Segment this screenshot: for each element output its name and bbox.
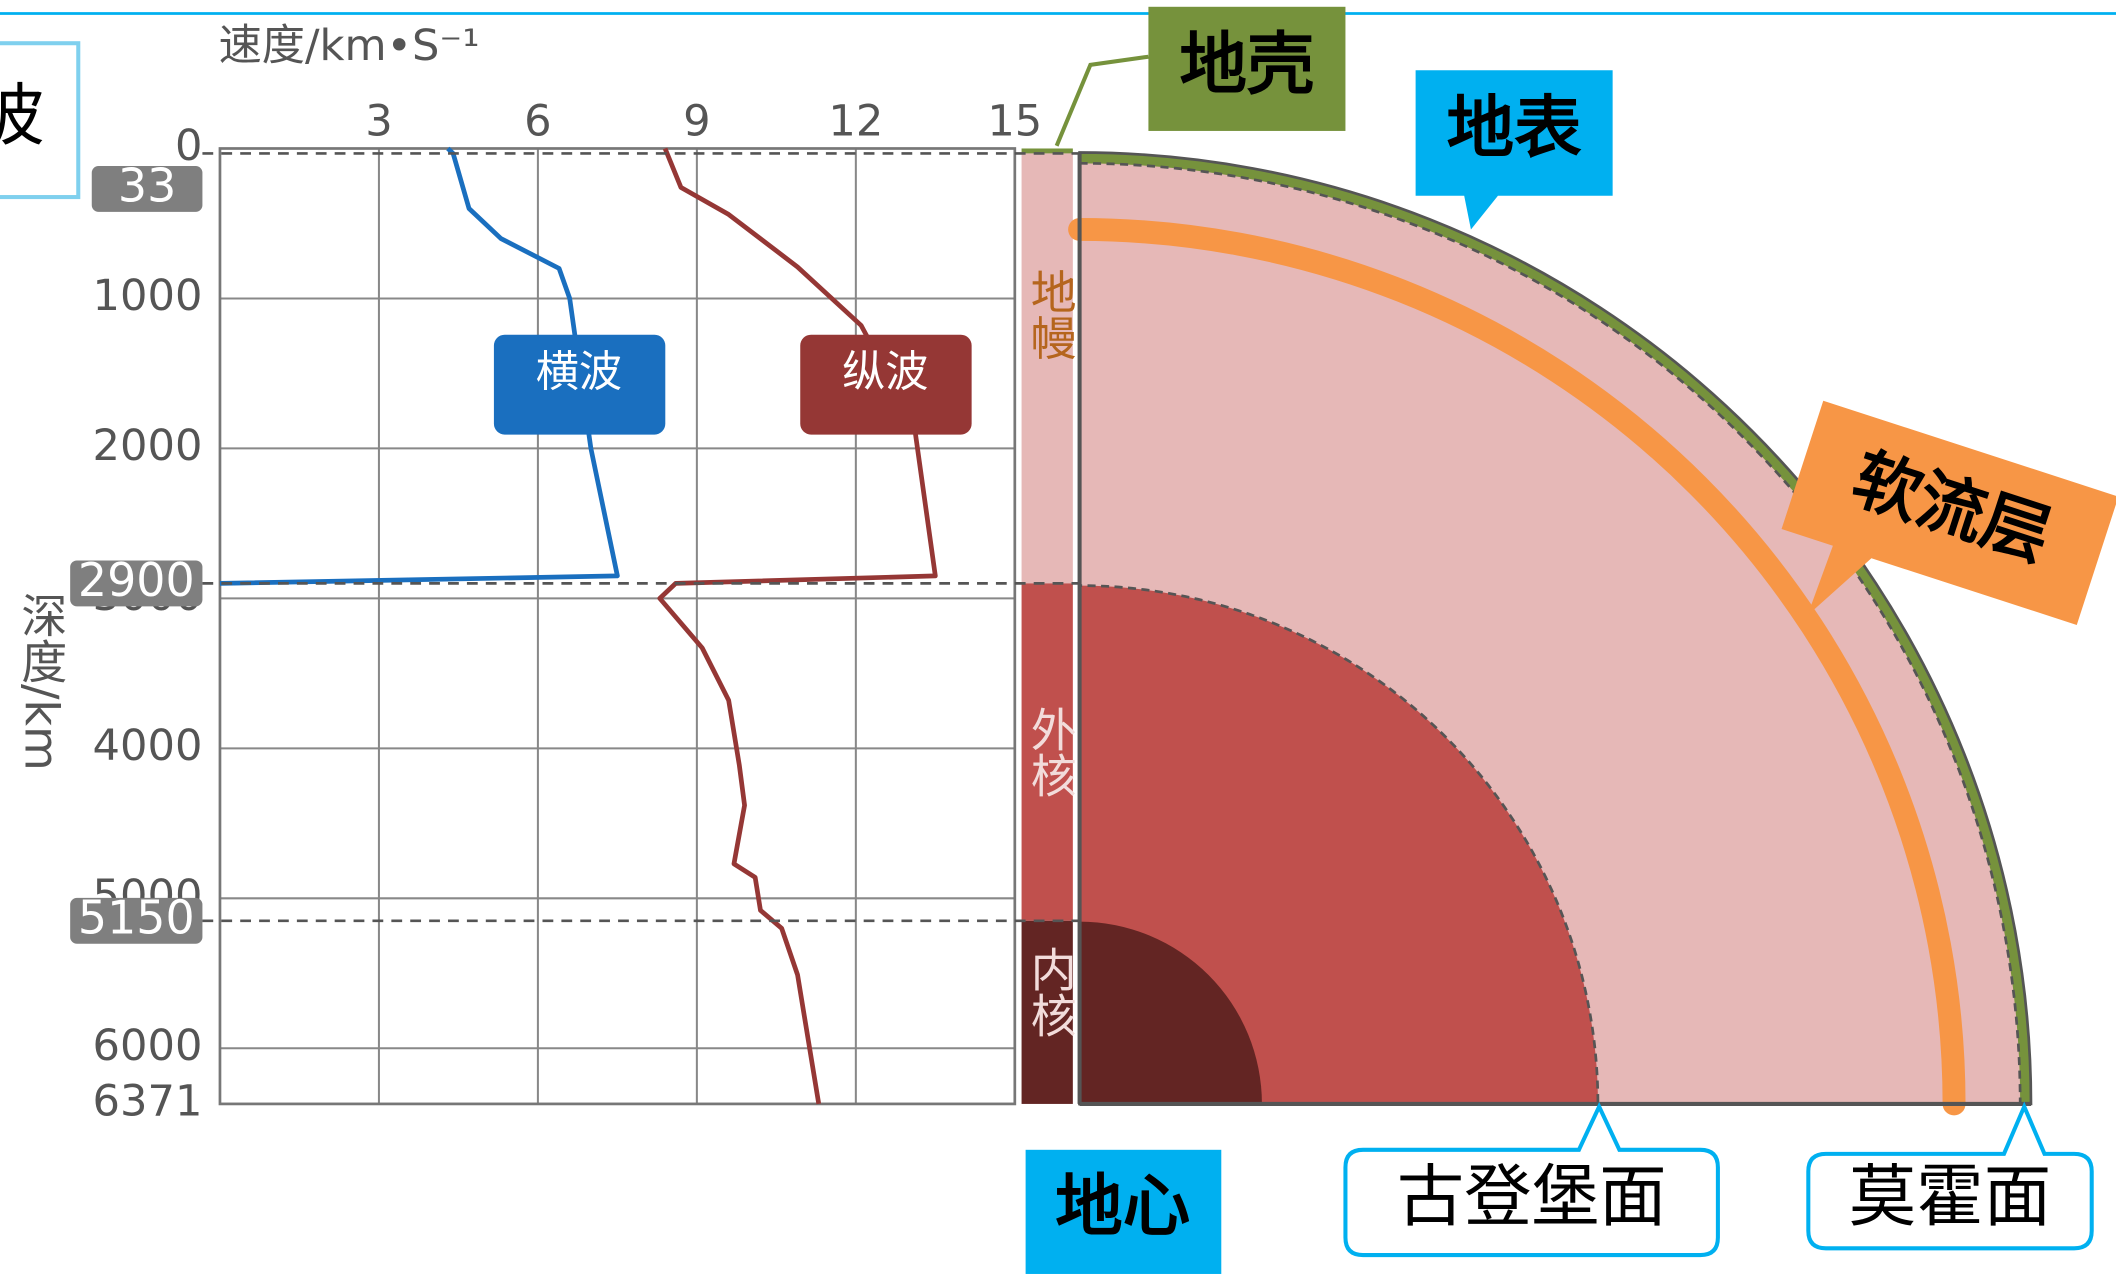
wave-line <box>657 147 938 1105</box>
layer-band <box>1021 153 1073 584</box>
callouts: 地壳 地表 软流层 地心 古登堡面 莫霍面 <box>1025 6 2116 1274</box>
earth-diagram <box>1068 151 2033 1116</box>
legend-label: 纵波 <box>842 348 928 398</box>
x-tick-label: 15 <box>987 97 1042 147</box>
y-tick-label: 4000 <box>93 721 203 771</box>
y-tick-label: 1000 <box>93 271 203 321</box>
moho-arc <box>1079 161 2022 1104</box>
legend-box <box>493 334 666 435</box>
layer-band <box>1021 148 1073 154</box>
center-label: 地心 <box>1055 1166 1190 1245</box>
surface-box <box>1415 70 1613 230</box>
plot: 369121501000200030004000500060006371地幔外核… <box>70 97 1080 1126</box>
asthenosphere-box <box>1781 400 2116 625</box>
plot-frame <box>218 147 1017 1106</box>
surface-label: 地表 <box>1447 88 1582 167</box>
left-tab-text: 波 <box>0 76 45 155</box>
y-tick-label: 6000 <box>93 1021 203 1071</box>
x-axis-label: 速度/km•S⁻¹ <box>219 21 480 71</box>
boundary-badge <box>70 560 203 607</box>
crust-box <box>1148 6 1346 131</box>
legend-box <box>800 334 972 435</box>
layer-label: 外核 <box>1024 706 1078 798</box>
y-axis-label: 深度/km <box>14 592 68 770</box>
boundary-badge <box>70 897 203 944</box>
crust-leader <box>1054 54 1149 147</box>
y-tick-label: 2000 <box>93 421 203 471</box>
inner-core <box>1079 921 1262 1104</box>
boundary-badge <box>91 166 203 212</box>
center-box <box>1025 1149 1222 1274</box>
boundary-label: 33 <box>118 158 176 212</box>
x-tick-label: 12 <box>828 97 883 147</box>
layer-band <box>1021 583 1073 921</box>
asthenosphere-callout: 软流层 <box>1781 400 2116 625</box>
y-tick-label: 6371 <box>93 1076 203 1126</box>
moho-label: 莫霍面 <box>1849 1157 2051 1236</box>
gutenberg-label: 古登堡面 <box>1397 1157 1667 1236</box>
moho-box <box>1806 1101 2094 1251</box>
outer-core <box>1078 584 1600 1106</box>
layer-band <box>1021 920 1073 1104</box>
boundary-label: 5150 <box>78 890 195 944</box>
layer-label: 内核 <box>1024 946 1078 1038</box>
wave-line <box>219 146 620 586</box>
gutenberg-box <box>1343 1101 1720 1258</box>
left-tab <box>0 41 81 200</box>
x-tick-label: 6 <box>524 97 551 147</box>
x-tick-label: 9 <box>683 97 710 147</box>
boundary-label: 2900 <box>78 553 195 607</box>
crust-label: 地壳 <box>1179 25 1314 104</box>
asthenosphere <box>1068 217 1966 1116</box>
x-tick-label: 3 <box>365 97 392 147</box>
legend-label: 横波 <box>536 348 622 398</box>
y-tick-label: 0 <box>175 121 202 171</box>
layer-label: 地幔 <box>1024 269 1078 361</box>
